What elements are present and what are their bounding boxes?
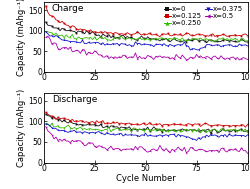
Legend: x=0, x=0.125, x=0.250, x=0.375, x=0.5: x=0, x=0.125, x=0.250, x=0.375, x=0.5 [163, 5, 244, 27]
Text: Charge: Charge [52, 4, 84, 13]
Y-axis label: Capacity (mAhg⁻¹): Capacity (mAhg⁻¹) [18, 88, 26, 167]
Y-axis label: Capacity (mAhg⁻¹): Capacity (mAhg⁻¹) [18, 0, 26, 76]
Text: Discharge: Discharge [52, 95, 97, 104]
X-axis label: Cycle Number: Cycle Number [116, 174, 176, 183]
